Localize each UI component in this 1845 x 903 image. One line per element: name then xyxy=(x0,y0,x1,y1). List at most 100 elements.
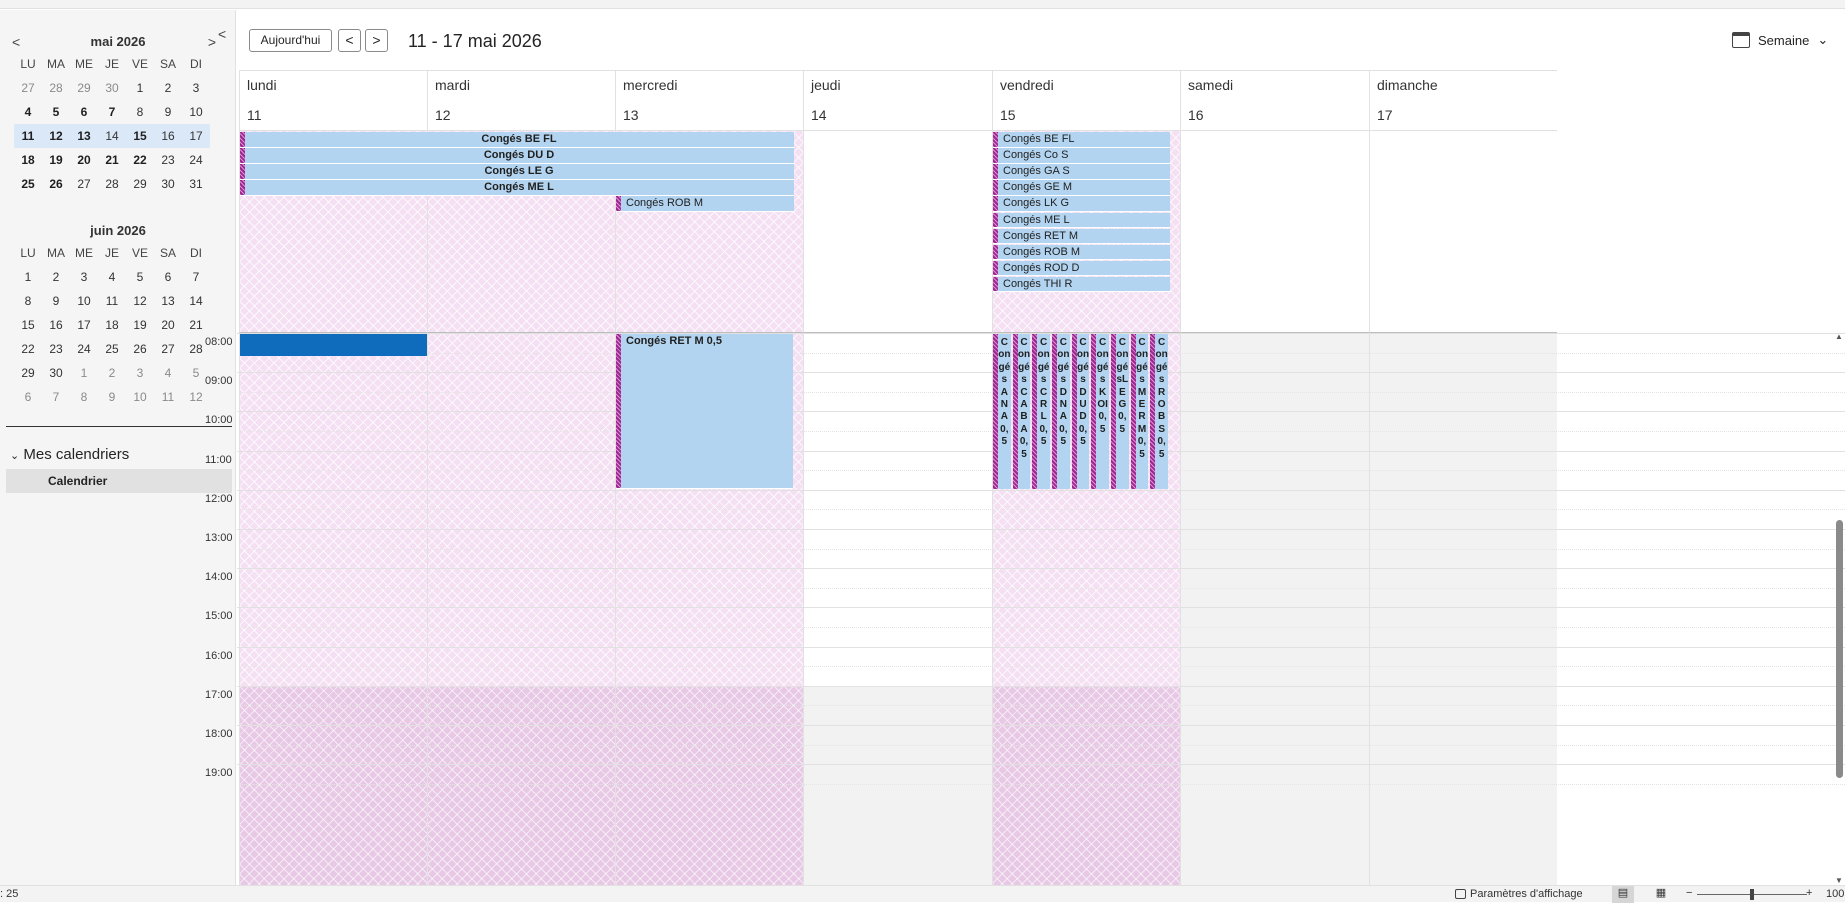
all-day-event[interactable]: Congés THI R xyxy=(993,276,1170,293)
all-day-cell[interactable] xyxy=(1369,131,1557,333)
mini-day-cell[interactable]: 8 xyxy=(80,390,88,404)
calendar-item[interactable]: Calendrier xyxy=(6,469,232,493)
all-day-event[interactable]: Congés BE FL xyxy=(240,132,794,148)
mini-day-cell[interactable]: 13 xyxy=(70,124,98,148)
day-header[interactable]: lundi 11 xyxy=(239,70,427,131)
mini-day-cell[interactable]: 27 xyxy=(77,177,91,191)
mini-day-cell[interactable]: 22 xyxy=(133,153,147,167)
mini-day-cell[interactable]: 26 xyxy=(49,177,63,191)
time-column-after-hours[interactable] xyxy=(992,685,1180,885)
mini-next-month-icon[interactable]: > xyxy=(207,34,216,50)
mini-day-cell[interactable]: 21 xyxy=(189,318,203,332)
mini-day-cell[interactable]: 10 xyxy=(77,294,91,308)
mini-day-cell[interactable]: 30 xyxy=(49,366,63,380)
mini-day-cell[interactable]: 18 xyxy=(21,153,35,167)
timed-event[interactable]: CongésKOI0,5 xyxy=(1091,334,1109,489)
mini-day-cell[interactable]: 7 xyxy=(108,105,116,119)
mini-day-cell[interactable]: 3 xyxy=(192,81,200,95)
all-day-event[interactable]: Congés ROB M xyxy=(616,196,794,212)
mini-day-cell[interactable]: 26 xyxy=(133,342,147,356)
mini-day-cell[interactable]: 18 xyxy=(105,318,119,332)
zoom-slider-knob[interactable] xyxy=(1750,889,1754,900)
mini-day-cell[interactable]: 19 xyxy=(133,318,147,332)
all-day-event[interactable]: Congés ROB M xyxy=(993,244,1170,261)
mini-day-cell[interactable]: 29 xyxy=(77,81,91,95)
mini-day-cell[interactable]: 2 xyxy=(164,81,172,95)
mini-day-cell[interactable]: 6 xyxy=(24,390,32,404)
mini-day-cell[interactable]: 22 xyxy=(21,342,35,356)
time-column-after-hours[interactable] xyxy=(1369,685,1557,885)
time-column-after-hours[interactable] xyxy=(239,685,427,885)
timed-event[interactable]: CongésANA0,5 xyxy=(993,334,1011,489)
mini-day-cell[interactable]: 13 xyxy=(161,294,175,308)
mini-day-cell[interactable]: 12 xyxy=(42,124,70,148)
mini-day-cell[interactable]: 16 xyxy=(154,124,182,148)
all-day-event[interactable]: Congés GA S xyxy=(993,164,1170,180)
mini-day-cell[interactable]: 11 xyxy=(14,124,42,148)
display-settings-button[interactable]: Paramètres d'affichage xyxy=(1455,888,1583,900)
timed-event[interactable]: CongésMERM0,5 xyxy=(1130,334,1149,489)
mini-day-cell[interactable]: 8 xyxy=(136,105,144,119)
collapse-pane-button[interactable]: < xyxy=(218,26,227,42)
mini-day-cell[interactable]: 30 xyxy=(105,81,119,95)
day-header[interactable]: samedi 16 xyxy=(1180,70,1369,131)
previous-week-button[interactable]: < xyxy=(338,29,361,52)
mini-day-cell[interactable]: 4 xyxy=(164,366,172,380)
mini-day-cell[interactable]: 7 xyxy=(52,390,60,404)
mini-day-cell[interactable]: 29 xyxy=(21,366,35,380)
mini-day-cell[interactable]: 1 xyxy=(24,270,32,284)
day-header[interactable]: mercredi 13 xyxy=(615,70,803,131)
zoom-out-button[interactable]: − xyxy=(1686,887,1693,899)
zoom-in-button[interactable]: + xyxy=(1806,887,1813,899)
mini-day-cell[interactable]: 30 xyxy=(161,177,175,191)
all-day-event[interactable]: Congés RET M xyxy=(993,228,1170,245)
scroll-up-icon[interactable]: ▲ xyxy=(1835,332,1843,341)
all-day-cell[interactable] xyxy=(1180,131,1369,333)
all-day-event[interactable]: Congés GE M xyxy=(993,180,1170,196)
mini-day-cell[interactable]: 12 xyxy=(133,294,147,308)
mini-day-cell[interactable]: 21 xyxy=(105,153,119,167)
timed-event[interactable]: CongésDUD0,5 xyxy=(1071,334,1090,489)
today-button[interactable]: Aujourd'hui xyxy=(249,29,332,52)
time-column-after-hours[interactable] xyxy=(1180,685,1369,885)
mini-day-cell[interactable]: 9 xyxy=(52,294,60,308)
mini-day-cell[interactable]: 10 xyxy=(133,390,147,404)
timed-event[interactable]: CongésCRL0,5 xyxy=(1032,334,1050,489)
scrollbar-thumb[interactable] xyxy=(1836,520,1843,778)
normal-view-button[interactable]: ▤ xyxy=(1612,886,1634,903)
mini-day-cell[interactable]: 14 xyxy=(189,294,203,308)
reading-view-button[interactable]: ▦ xyxy=(1655,887,1667,899)
day-header[interactable]: jeudi 14 xyxy=(803,70,992,131)
mini-day-cell[interactable]: 17 xyxy=(182,124,210,148)
mini-day-cell[interactable]: 23 xyxy=(161,153,175,167)
mini-day-cell[interactable]: 17 xyxy=(77,318,91,332)
all-day-event[interactable]: Congés DU D xyxy=(240,148,794,164)
mini-day-cell[interactable]: 14 xyxy=(98,124,126,148)
mini-day-cell[interactable]: 9 xyxy=(108,390,116,404)
mini-day-cell[interactable]: 3 xyxy=(80,270,88,284)
mini-day-cell[interactable]: 6 xyxy=(164,270,172,284)
mini-day-cell[interactable]: 7 xyxy=(192,270,200,284)
mini-day-cell[interactable]: 29 xyxy=(133,177,147,191)
selected-time-slot[interactable] xyxy=(240,334,427,356)
scroll-down-icon[interactable]: ▼ xyxy=(1835,876,1843,885)
mini-day-cell[interactable]: 28 xyxy=(105,177,119,191)
time-column-after-hours[interactable] xyxy=(615,685,803,885)
mini-day-cell[interactable]: 19 xyxy=(49,153,63,167)
day-header[interactable]: mardi 12 xyxy=(427,70,615,131)
time-column-after-hours[interactable] xyxy=(803,685,992,885)
all-day-cell[interactable] xyxy=(803,131,992,333)
all-day-event[interactable]: Congés BE FL xyxy=(993,132,1170,148)
mini-day-cell[interactable]: 15 xyxy=(21,318,35,332)
mini-day-cell[interactable]: 5 xyxy=(52,105,60,119)
mini-day-cell[interactable]: 16 xyxy=(49,318,63,332)
day-header[interactable]: dimanche 17 xyxy=(1369,70,1557,131)
vertical-scrollbar[interactable]: ▲ ▼ xyxy=(1834,332,1845,885)
mini-day-cell[interactable]: 2 xyxy=(52,270,60,284)
mini-day-cell[interactable]: 8 xyxy=(24,294,32,308)
all-day-event[interactable]: Congés ROD D xyxy=(993,260,1170,277)
mini-day-cell[interactable]: 28 xyxy=(49,81,63,95)
mini-day-cell[interactable]: 25 xyxy=(21,177,35,191)
mini-day-cell[interactable]: 11 xyxy=(105,294,119,308)
mini-day-cell[interactable]: 23 xyxy=(49,342,63,356)
